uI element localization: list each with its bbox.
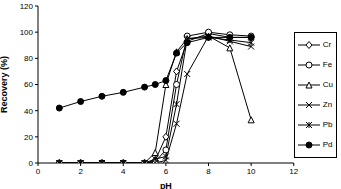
svg-text:80: 80 (24, 54, 33, 63)
svg-text:120: 120 (20, 2, 34, 11)
html-text:Cu: Cu (322, 80, 333, 89)
svg-text:2: 2 (78, 167, 83, 176)
html-text:Cr: Cr (322, 40, 332, 49)
svg-text:10: 10 (247, 167, 256, 176)
svg-text:12: 12 (289, 167, 298, 176)
svg-text:40: 40 (24, 107, 33, 116)
svg-text:pH: pH (160, 181, 172, 189)
html-text:Pb: Pb (322, 120, 333, 129)
html-text:Pd: Pd (322, 140, 333, 149)
svg-text:0: 0 (29, 159, 34, 168)
svg-text:Recovery (%): Recovery (%) (8, 56, 9, 113)
svg-text:4: 4 (121, 167, 126, 176)
html-text:Fe: Fe (322, 60, 333, 69)
svg-text:60: 60 (24, 80, 33, 89)
svg-text:6: 6 (164, 167, 169, 176)
svg-text:100: 100 (20, 28, 34, 37)
svg-text:20: 20 (24, 133, 33, 142)
svg-text:8: 8 (206, 167, 211, 176)
svg-text:0: 0 (36, 167, 41, 176)
html-text:Zn: Zn (322, 100, 333, 109)
